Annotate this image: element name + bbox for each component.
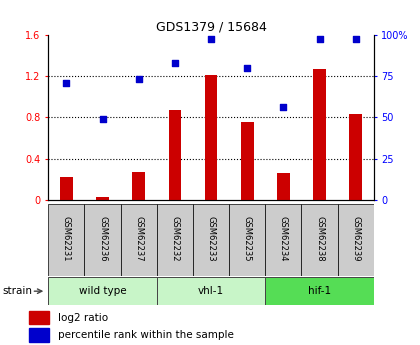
Point xyxy=(352,37,359,42)
Bar xyxy=(48,277,157,305)
Text: GSM62236: GSM62236 xyxy=(98,216,107,261)
Point xyxy=(244,65,251,70)
Text: vhl-1: vhl-1 xyxy=(198,286,224,296)
Bar xyxy=(193,204,229,276)
Text: GSM62232: GSM62232 xyxy=(171,216,179,261)
Bar xyxy=(168,110,181,200)
Bar xyxy=(302,204,338,276)
Text: GSM62238: GSM62238 xyxy=(315,216,324,261)
Point xyxy=(135,77,142,82)
Bar xyxy=(313,69,326,200)
Bar xyxy=(157,204,193,276)
Point xyxy=(99,116,106,122)
Bar xyxy=(29,328,49,342)
Text: GSM62231: GSM62231 xyxy=(62,216,71,261)
Point xyxy=(63,80,70,85)
Point xyxy=(316,37,323,42)
Bar xyxy=(60,177,73,200)
Text: GSM62237: GSM62237 xyxy=(134,216,143,261)
Bar xyxy=(241,122,254,200)
Bar xyxy=(205,75,218,200)
Point xyxy=(208,37,215,42)
Bar xyxy=(229,204,265,276)
Text: wild type: wild type xyxy=(79,286,126,296)
Text: log2 ratio: log2 ratio xyxy=(58,313,109,323)
Text: GSM62239: GSM62239 xyxy=(351,216,360,261)
Bar xyxy=(84,204,121,276)
Bar xyxy=(132,172,145,200)
Text: hif-1: hif-1 xyxy=(308,286,331,296)
Point xyxy=(171,60,178,66)
Bar xyxy=(96,197,109,200)
Point xyxy=(280,105,287,110)
Bar xyxy=(121,204,157,276)
Text: GSM62235: GSM62235 xyxy=(243,216,252,261)
Bar xyxy=(349,114,362,200)
Text: GSM62234: GSM62234 xyxy=(279,216,288,261)
Bar xyxy=(338,204,374,276)
Bar xyxy=(29,311,49,324)
Bar xyxy=(157,277,265,305)
Bar xyxy=(265,277,374,305)
Text: percentile rank within the sample: percentile rank within the sample xyxy=(58,330,234,340)
Title: GDS1379 / 15684: GDS1379 / 15684 xyxy=(156,20,266,33)
Text: GSM62233: GSM62233 xyxy=(207,216,215,261)
Bar xyxy=(277,173,290,200)
Bar xyxy=(48,204,84,276)
Bar xyxy=(265,204,302,276)
Text: strain: strain xyxy=(2,286,32,296)
